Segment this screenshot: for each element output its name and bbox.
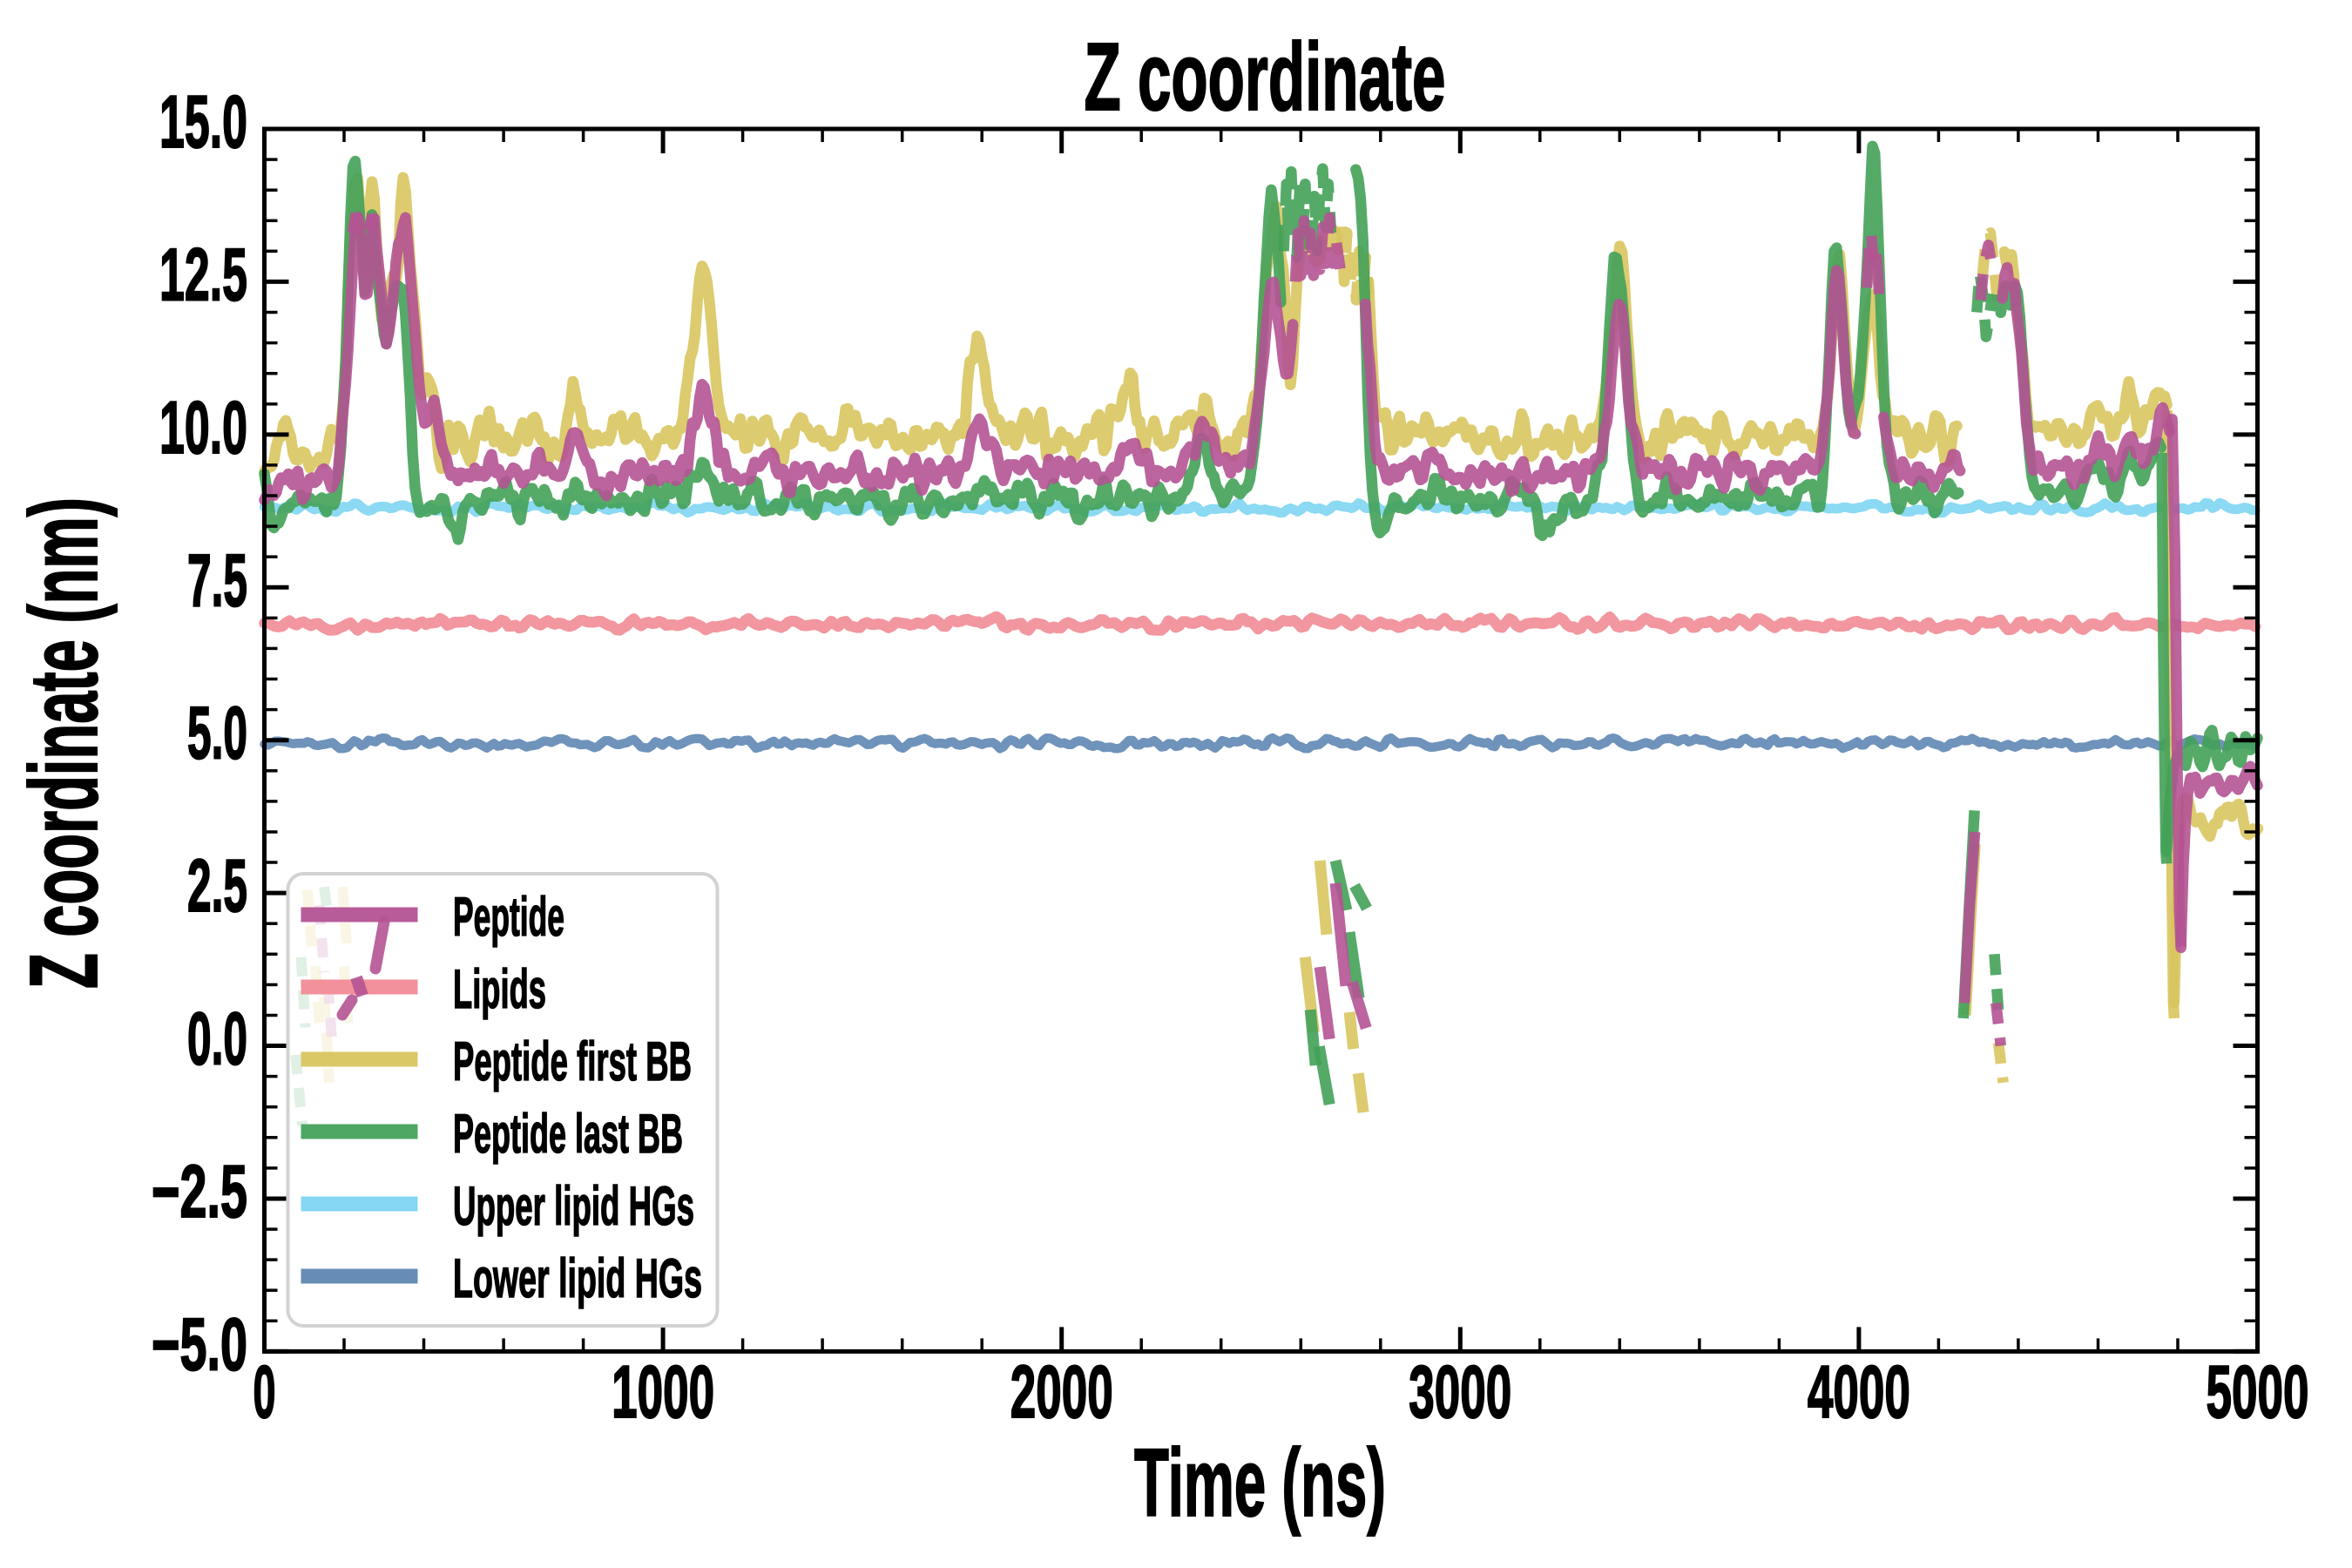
svg-text:3000: 3000 [1409, 1351, 1511, 1434]
svg-text:10.0: 10.0 [159, 387, 247, 470]
svg-text:Time (ns): Time (ns) [1134, 1429, 1386, 1537]
svg-text:Z coordinate: Z coordinate [1085, 24, 1446, 131]
svg-text:15.0: 15.0 [159, 81, 247, 164]
svg-text:Peptide first BB: Peptide first BB [453, 1031, 692, 1092]
svg-text:5.0: 5.0 [187, 693, 247, 775]
svg-text:−2.5: −2.5 [152, 1151, 247, 1233]
svg-text:1000: 1000 [612, 1351, 714, 1434]
svg-text:Upper lipid HGs: Upper lipid HGs [453, 1176, 694, 1237]
svg-text:2.5: 2.5 [187, 845, 247, 928]
svg-text:5000: 5000 [2207, 1351, 2309, 1434]
svg-text:0: 0 [253, 1351, 276, 1434]
svg-text:Lower lipid HGs: Lower lipid HGs [453, 1248, 702, 1309]
svg-text:Peptide: Peptide [453, 887, 564, 948]
svg-text:4000: 4000 [1808, 1351, 1910, 1434]
svg-text:0.0: 0.0 [187, 998, 247, 1081]
svg-text:Peptide last BB: Peptide last BB [453, 1104, 683, 1165]
svg-text:12.5: 12.5 [159, 233, 247, 316]
svg-text:Lipids: Lipids [453, 959, 546, 1020]
svg-text:2000: 2000 [1010, 1351, 1113, 1434]
svg-text:Z coordinate (nm): Z coordinate (nm) [10, 497, 118, 989]
svg-text:7.5: 7.5 [187, 539, 247, 622]
svg-text:−5.0: −5.0 [152, 1303, 247, 1386]
